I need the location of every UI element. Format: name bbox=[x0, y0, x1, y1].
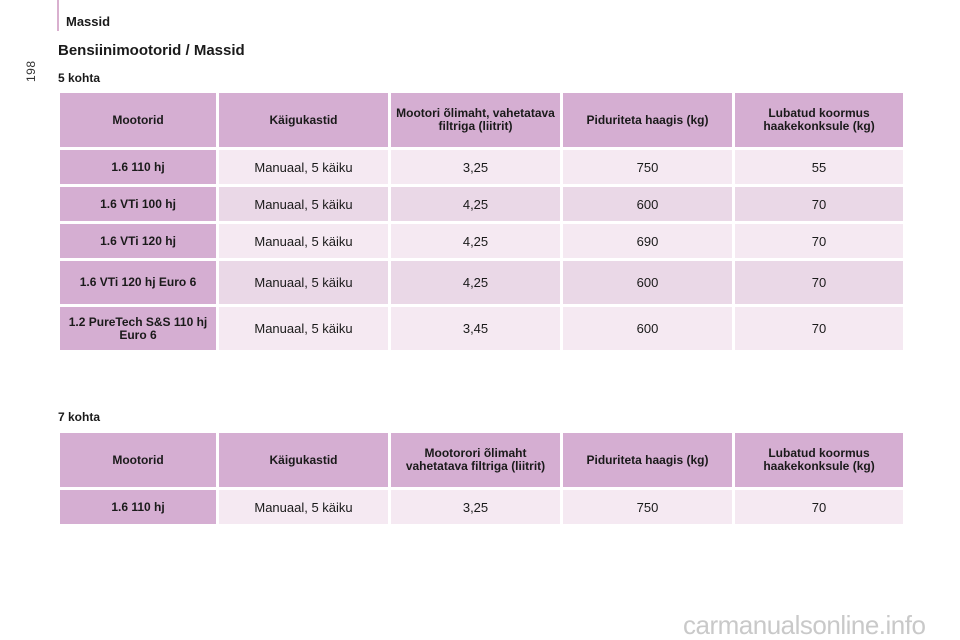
oil-capacity-cell: 4,25 bbox=[388, 258, 563, 307]
towball-load-cell: 70 bbox=[732, 184, 906, 224]
section-label: Massid bbox=[66, 14, 111, 29]
oil-capacity-cell: 3,25 bbox=[388, 487, 563, 527]
engine-cell: 1.6 110 hj bbox=[57, 487, 219, 527]
gearbox-cell: Manuaal, 5 käiku bbox=[216, 147, 391, 187]
table-row: 1.6 110 hj Manuaal, 5 käiku 3,25 750 70 bbox=[57, 487, 906, 527]
column-header-gearboxes: Käigukastid bbox=[216, 90, 391, 150]
engine-cell: 1.6 VTi 120 hj bbox=[57, 221, 219, 261]
mass-table-5-seats: Mootorid Käigukastid Mootori õlimaht, va… bbox=[57, 90, 906, 353]
watermark-text: carmanualsonline.info bbox=[683, 610, 926, 640]
unbraked-trailer-cell: 600 bbox=[560, 258, 735, 307]
table-row: 1.6 VTi 120 hj Manuaal, 5 käiku 4,25 690… bbox=[57, 221, 906, 261]
unbraked-trailer-cell: 600 bbox=[560, 304, 735, 353]
table-row: 1.6 110 hj Manuaal, 5 käiku 3,25 750 55 bbox=[57, 147, 906, 187]
page-number: 198 bbox=[24, 60, 38, 82]
oil-capacity-cell: 4,25 bbox=[388, 221, 563, 261]
column-header-engines: Mootorid bbox=[57, 90, 219, 150]
unbraked-trailer-cell: 750 bbox=[560, 147, 735, 187]
gearbox-cell: Manuaal, 5 käiku bbox=[216, 184, 391, 224]
towball-load-cell: 70 bbox=[732, 258, 906, 307]
engine-cell: 1.6 110 hj bbox=[57, 147, 219, 187]
oil-capacity-cell: 3,45 bbox=[388, 304, 563, 353]
table-7-seats-label: 7 kohta bbox=[58, 410, 101, 424]
table-row: 1.2 PureTech S&S 110 hj Euro 6 Manuaal, … bbox=[57, 304, 906, 353]
gearbox-cell: Manuaal, 5 käiku bbox=[216, 221, 391, 261]
gearbox-cell: Manuaal, 5 käiku bbox=[216, 304, 391, 353]
gearbox-cell: Manuaal, 5 käiku bbox=[216, 258, 391, 307]
towball-load-cell: 70 bbox=[732, 221, 906, 261]
unbraked-trailer-cell: 750 bbox=[560, 487, 735, 527]
column-header-engines: Mootorid bbox=[57, 430, 219, 490]
towball-load-cell: 70 bbox=[732, 304, 906, 353]
column-header-oil-capacity: Mootori õlimaht, vahetatava filtriga (li… bbox=[388, 90, 563, 150]
engine-cell: 1.6 VTi 100 hj bbox=[57, 184, 219, 224]
oil-capacity-cell: 3,25 bbox=[388, 147, 563, 187]
section-marker-bar bbox=[57, 0, 59, 31]
table-header-row: Mootorid Käigukastid Mootori õlimaht, va… bbox=[57, 90, 906, 150]
table-row: 1.6 VTi 120 hj Euro 6 Manuaal, 5 käiku 4… bbox=[57, 258, 906, 307]
column-header-unbraked-trailer: Piduriteta haagis (kg) bbox=[560, 430, 735, 490]
gearbox-cell: Manuaal, 5 käiku bbox=[216, 487, 391, 527]
mass-table-7-seats: Mootorid Käigukastid Mootorori õlimaht v… bbox=[57, 430, 906, 527]
column-header-towball-load: Lubatud koormus haakekonksule (kg) bbox=[732, 430, 906, 490]
unbraked-trailer-cell: 600 bbox=[560, 184, 735, 224]
towball-load-cell: 70 bbox=[732, 487, 906, 527]
unbraked-trailer-cell: 690 bbox=[560, 221, 735, 261]
column-header-oil-capacity: Mootorori õlimaht vahetatava filtriga (l… bbox=[388, 430, 563, 490]
table-row: 1.6 VTi 100 hj Manuaal, 5 käiku 4,25 600… bbox=[57, 184, 906, 224]
column-header-unbraked-trailer: Piduriteta haagis (kg) bbox=[560, 90, 735, 150]
column-header-towball-load: Lubatud koormus haakekonksule (kg) bbox=[732, 90, 906, 150]
oil-capacity-cell: 4,25 bbox=[388, 184, 563, 224]
engine-cell: 1.6 VTi 120 hj Euro 6 bbox=[57, 258, 219, 307]
table-5-seats-label: 5 kohta bbox=[58, 71, 101, 85]
towball-load-cell: 55 bbox=[732, 147, 906, 187]
page-title: Bensiinimootorid / Massid bbox=[58, 42, 245, 59]
engine-cell: 1.2 PureTech S&S 110 hj Euro 6 bbox=[57, 304, 219, 353]
column-header-gearboxes: Käigukastid bbox=[216, 430, 391, 490]
table-header-row: Mootorid Käigukastid Mootorori õlimaht v… bbox=[57, 430, 906, 490]
